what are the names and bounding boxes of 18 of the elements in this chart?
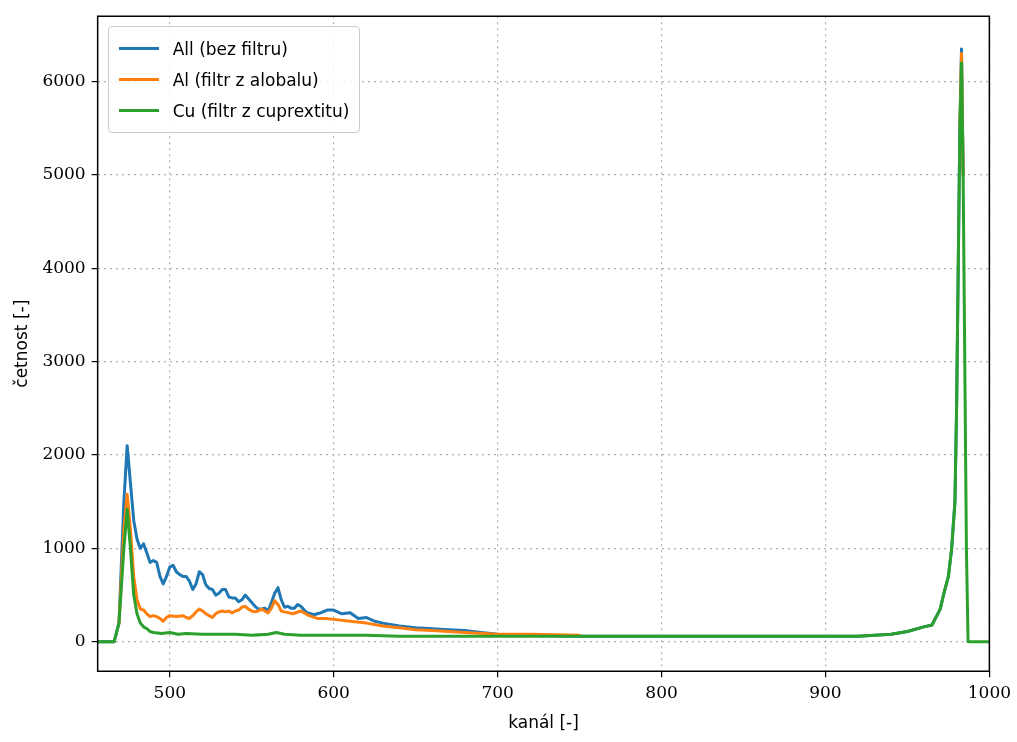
x-tick-label: 500 <box>153 681 187 702</box>
legend-label: All (bez filtru) <box>172 38 288 59</box>
y-tick-label: 3000 <box>42 350 86 371</box>
y-tick-label: 4000 <box>42 256 86 277</box>
y-tick-label: 0 <box>74 630 86 651</box>
y-tick-label: 2000 <box>42 443 86 464</box>
legend-label: Al (filtr z alobalu) <box>172 69 319 90</box>
y-tick-label: 5000 <box>42 163 86 184</box>
x-tick-label: 900 <box>809 681 842 702</box>
x-axis-title: kanál [-] <box>508 712 579 733</box>
y-tick-label: 6000 <box>42 69 86 90</box>
x-tick-label: 700 <box>481 681 514 702</box>
y-tick-label: 1000 <box>42 536 86 557</box>
y-axis-title: četnost [-] <box>10 299 31 388</box>
legend-label: Cu (filtr z cuprextitu) <box>172 100 350 121</box>
x-tick-label: 800 <box>645 681 678 702</box>
x-tick-label: 1000 <box>967 681 1011 702</box>
x-tick-label: 600 <box>317 681 350 702</box>
